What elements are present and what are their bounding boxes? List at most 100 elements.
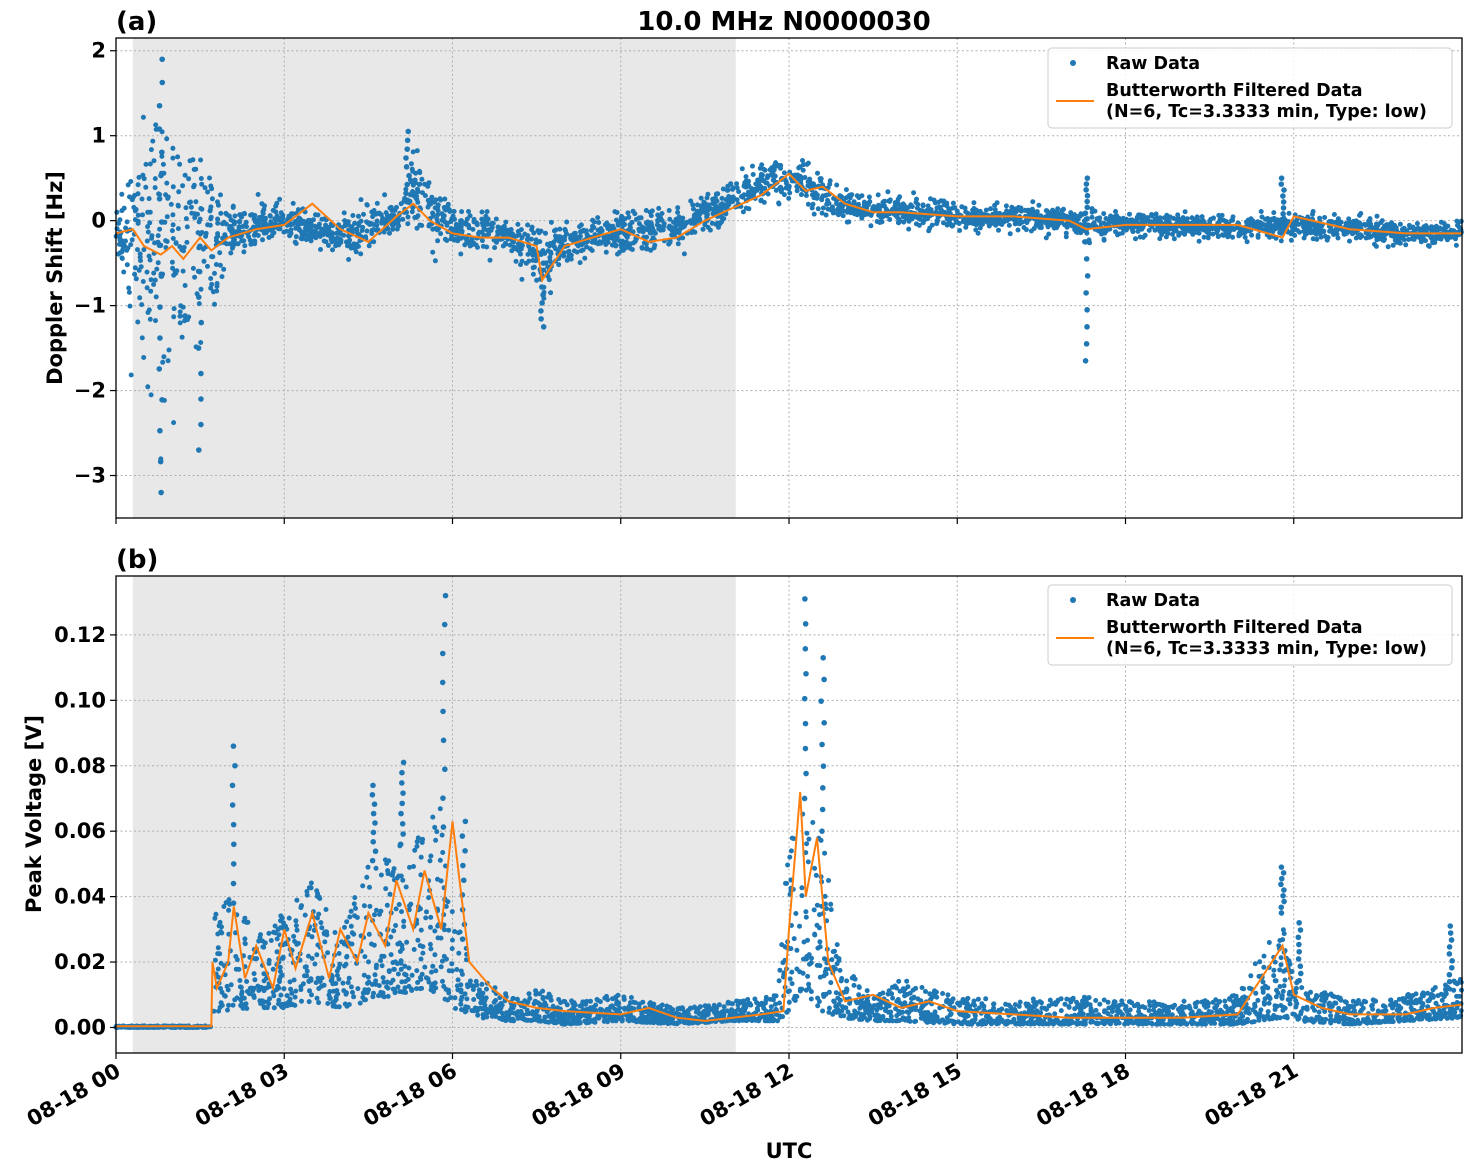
- legend-b: Raw Data Butterworth Filtered Data (N=6,…: [1047, 584, 1453, 666]
- raw-extreme-point-a: [403, 190, 409, 197]
- panel-b: 0.000.020.040.060.080.100.12 08-18 00 08-…: [22, 545, 1464, 1163]
- raw-extreme-point-b: [439, 650, 446, 657]
- raw-extreme-point-b: [372, 820, 378, 826]
- raw-extreme-point-a: [1084, 307, 1090, 313]
- y-tick-label-a: −2: [74, 379, 106, 403]
- raw-extreme-point-a: [1083, 290, 1089, 296]
- raw-extreme-point-a: [158, 172, 164, 179]
- filtered-line-b: [116, 791, 1463, 1028]
- raw-extreme-point-a: [158, 273, 165, 279]
- raw-extreme-point-b: [398, 810, 404, 817]
- raw-extreme-point-b: [440, 737, 447, 744]
- raw-extreme-point-a: [538, 308, 544, 314]
- raw-extreme-point-a: [156, 242, 163, 249]
- raw-extreme-point-a: [195, 447, 202, 453]
- raw-extreme-point-a: [156, 366, 163, 372]
- raw-extreme-point-a: [1280, 193, 1286, 199]
- raw-extreme-point-a: [1084, 198, 1090, 205]
- y-tick-label-b: 0.06: [54, 819, 106, 843]
- raw-extreme-point-b: [801, 795, 808, 802]
- raw-extreme-point-a: [1083, 187, 1089, 193]
- legend-raw-label-a: Raw Data: [1106, 54, 1200, 74]
- raw-extreme-point-b: [460, 877, 467, 884]
- raw-extreme-point-b: [440, 708, 446, 715]
- raw-extreme-point-b: [802, 596, 808, 602]
- legend-filtered-label-a-line1: Butterworth Filtered Data: [1106, 81, 1363, 101]
- legend-raw-marker-a: [1070, 60, 1076, 66]
- raw-extreme-point-b: [1278, 875, 1285, 882]
- raw-extreme-point-b: [1446, 978, 1453, 985]
- x-tick-label: 08-18 12: [696, 1059, 798, 1132]
- legend-box-a: [1047, 47, 1453, 129]
- raw-extreme-point-b: [1446, 971, 1453, 978]
- raw-extreme-point-b: [819, 806, 826, 813]
- raw-extreme-point-b: [820, 763, 827, 769]
- legend-filtered-label-b-line2: (N=6, Tc=3.3333 min, Type: low): [1106, 639, 1427, 659]
- y-tick-label-b: 0.04: [54, 885, 106, 909]
- raw-extreme-point-b: [400, 759, 407, 766]
- x-tick-label: 08-18 15: [864, 1059, 966, 1132]
- raw-extreme-point-b: [1278, 910, 1285, 916]
- raw-extreme-point-a: [406, 199, 412, 206]
- raw-extreme-point-b: [1297, 963, 1304, 970]
- raw-extreme-point-b: [230, 861, 237, 867]
- raw-extreme-point-b: [372, 848, 379, 855]
- raw-extreme-point-b: [1296, 941, 1302, 948]
- raw-extreme-point-b: [370, 810, 377, 817]
- x-tick-label: 08-18 00: [23, 1059, 125, 1132]
- raw-extreme-point-b: [230, 743, 237, 749]
- raw-extreme-point-a: [1281, 187, 1287, 193]
- x-ticks-b: 08-18 00 08-18 03 08-18 06 08-18 09 08-18 12…: [23, 1053, 1302, 1132]
- raw-extreme-point-a: [198, 370, 204, 377]
- raw-extreme-point-a: [540, 324, 547, 330]
- raw-extreme-point-b: [818, 698, 824, 704]
- raw-extreme-point-b: [231, 841, 237, 848]
- panel-a: −3 −2 −1 0 1 2 (a) 10.0 MHz N0000030 Doppler …: [43, 7, 1464, 524]
- legend-a: Raw Data Butterworth Filtered Data (N=6,…: [1047, 47, 1453, 129]
- raw-extreme-point-a: [159, 56, 165, 63]
- raw-extreme-point-b: [1448, 964, 1455, 971]
- y-tick-label-b: 0.02: [54, 950, 106, 974]
- raw-extreme-point-b: [230, 900, 237, 906]
- raw-extreme-point-b: [1447, 930, 1454, 936]
- raw-extreme-point-b: [442, 766, 448, 773]
- y-axis-label-b: Peak Voltage [V]: [22, 715, 46, 913]
- raw-extreme-point-b: [802, 745, 809, 752]
- legend-raw-label-b: Raw Data: [1106, 591, 1200, 611]
- raw-extreme-point-b: [229, 802, 236, 808]
- raw-extreme-point-b: [1281, 898, 1287, 905]
- raw-extreme-point-a: [1083, 216, 1090, 222]
- raw-extreme-point-a: [1278, 175, 1285, 181]
- raw-extreme-point-b: [400, 790, 406, 796]
- raw-extreme-point-a: [403, 155, 409, 161]
- raw-extreme-point-b: [801, 695, 808, 702]
- raw-extreme-point-b: [819, 785, 826, 791]
- raw-extreme-point-a: [404, 181, 410, 188]
- raw-extreme-point-a: [198, 421, 204, 428]
- raw-extreme-point-a: [159, 149, 165, 156]
- raw-extreme-point-a: [540, 292, 546, 298]
- raw-extreme-point-a: [157, 427, 163, 434]
- raw-extreme-point-b: [1278, 864, 1285, 870]
- raw-extreme-point-b: [1296, 948, 1303, 955]
- raw-extreme-point-a: [1084, 175, 1091, 181]
- raw-extreme-point-b: [802, 621, 809, 627]
- x-axis-label: UTC: [766, 1139, 813, 1163]
- raw-extreme-point-b: [232, 762, 238, 769]
- night-shade-b: [132, 576, 736, 1053]
- raw-extreme-point-b: [821, 676, 827, 683]
- y-ticks-b: 0.00 0.02 0.04 0.06 0.08 0.10 0.12: [54, 623, 116, 1039]
- x-ticks-a: [115, 518, 1295, 524]
- raw-extreme-point-b: [1280, 892, 1286, 899]
- raw-extreme-point-a: [197, 243, 203, 249]
- y-tick-label-a: 2: [91, 39, 106, 63]
- raw-extreme-point-a: [198, 319, 205, 326]
- raw-extreme-point-b: [1278, 881, 1284, 888]
- raw-extreme-point-b: [399, 821, 406, 827]
- raw-extreme-point-a: [1280, 199, 1287, 205]
- raw-extreme-point-b: [369, 791, 376, 798]
- raw-extreme-point-a: [406, 172, 412, 179]
- raw-extreme-point-b: [1446, 951, 1453, 957]
- raw-extreme-point-a: [159, 79, 166, 86]
